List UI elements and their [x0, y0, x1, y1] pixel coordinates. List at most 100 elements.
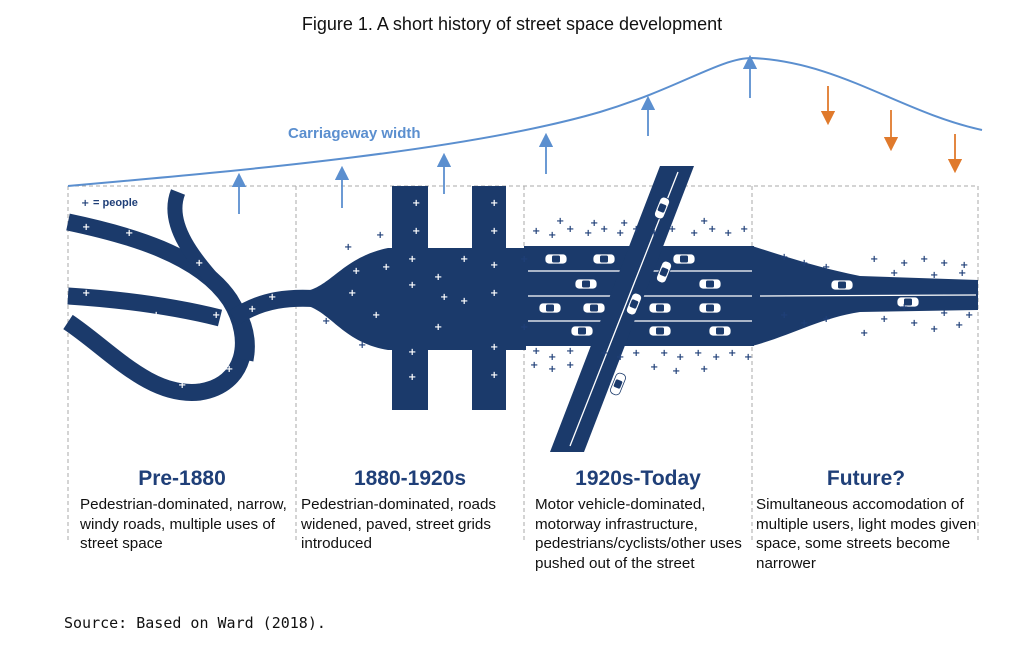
person-mark: + [712, 352, 720, 363]
person-mark: + [800, 318, 808, 329]
person-mark: + [800, 258, 808, 269]
person-mark: + [434, 272, 442, 283]
increase-arrows [231, 54, 758, 214]
source-note: Source: Based on Ward (2018). [64, 614, 326, 632]
person-mark: + [590, 218, 598, 229]
era-title-1880-1920s: 1880-1920s [353, 467, 467, 490]
era-description-1920s-today: Motor vehicle-dominated, motorway infras… [535, 496, 742, 572]
person-mark: + [940, 258, 948, 269]
person-mark: + [434, 322, 442, 333]
person-mark: + [125, 228, 133, 239]
person-mark: + [348, 288, 356, 299]
person-mark: + [700, 364, 708, 375]
person-mark: + [352, 266, 360, 277]
person-mark: + [566, 360, 574, 371]
person-mark: + [566, 224, 574, 235]
person-mark: + [195, 258, 203, 269]
person-mark: + [616, 352, 624, 363]
decrease-arrows [820, 86, 963, 174]
person-mark: + [672, 366, 680, 377]
person-mark: + [225, 364, 233, 375]
person-mark: + [822, 314, 830, 325]
person-mark: + [740, 224, 748, 235]
person-mark: + [372, 310, 380, 321]
person-mark: + [382, 262, 390, 273]
grid-street [392, 186, 428, 410]
legend-symbol: + [81, 198, 89, 209]
era-title-future: Future? [826, 467, 906, 490]
figure-title: Figure 1. A short history of street spac… [301, 14, 723, 34]
carriageway-width-label: Carriageway width [288, 125, 421, 142]
car [708, 325, 732, 337]
era-description-future: Simultaneous accomodation of multiple us… [756, 496, 977, 572]
person-mark: + [965, 310, 973, 321]
person-mark: + [412, 226, 420, 237]
future-road [752, 246, 978, 346]
person-mark: + [676, 352, 684, 363]
person-mark: + [960, 260, 968, 271]
person-mark: + [200, 289, 208, 300]
cars [538, 196, 920, 396]
car [570, 325, 594, 337]
street-grid [300, 186, 526, 410]
person-mark: + [690, 228, 698, 239]
person-mark: + [780, 252, 788, 263]
era-title-pre-1880: Pre-1880 [138, 467, 226, 490]
panel-frame [67, 185, 979, 540]
person-mark: + [632, 224, 640, 235]
person-mark: + [930, 324, 938, 335]
person-mark: + [490, 260, 498, 271]
person-mark: + [532, 226, 540, 237]
car [574, 278, 598, 290]
carriageway-width-curve [67, 56, 983, 187]
person-mark: + [548, 230, 556, 241]
person-mark: + [724, 228, 732, 239]
person-mark: + [116, 374, 124, 385]
person-mark: + [890, 268, 898, 279]
grid-street [472, 186, 506, 410]
person-mark: + [860, 328, 868, 339]
person-mark: + [910, 318, 918, 329]
person-mark: + [900, 258, 908, 269]
person-mark: + [548, 352, 556, 363]
person-mark: + [530, 360, 538, 371]
person-mark: + [152, 310, 160, 321]
person-mark: + [408, 347, 416, 358]
car [538, 302, 562, 314]
legend-label: = people [93, 197, 138, 209]
road-network [63, 189, 332, 401]
person-mark: + [694, 348, 702, 359]
person-mark: + [958, 268, 966, 279]
car [582, 302, 606, 314]
person-mark: + [660, 348, 668, 359]
person-mark: + [344, 242, 352, 253]
person-mark: + [650, 362, 658, 373]
era-description-1880-1920s: Pedestrian-dominated, roads widened, pav… [301, 496, 497, 552]
era-description-pre-1880: Pedestrian-dominated, narrow, windy road… [80, 496, 287, 552]
person-mark: + [600, 224, 608, 235]
person-mark: + [940, 308, 948, 319]
car [672, 253, 696, 265]
person-mark: + [900, 302, 908, 313]
person-mark: + [408, 280, 416, 291]
windy-road [167, 189, 255, 362]
era-title-1920s-today: 1920s-Today [575, 467, 701, 490]
people-marks: + + + + + + + + + + + + + + + + + + + + + + + + + + + + + + + + + + + + + + + +… [82, 198, 973, 391]
person-mark: + [268, 292, 276, 303]
car [648, 325, 672, 337]
car [698, 278, 722, 290]
person-mark: + [520, 322, 528, 333]
car [610, 372, 626, 396]
person-mark: + [744, 352, 752, 363]
car [592, 253, 616, 265]
person-mark: + [880, 314, 888, 325]
person-mark: + [700, 216, 708, 227]
person-mark: + [556, 216, 564, 227]
person-mark: + [600, 348, 608, 359]
person-mark: + [440, 292, 448, 303]
car [656, 260, 672, 284]
person-mark: + [566, 346, 574, 357]
person-mark: + [178, 380, 186, 391]
person-mark: + [620, 218, 628, 229]
car [544, 253, 568, 265]
